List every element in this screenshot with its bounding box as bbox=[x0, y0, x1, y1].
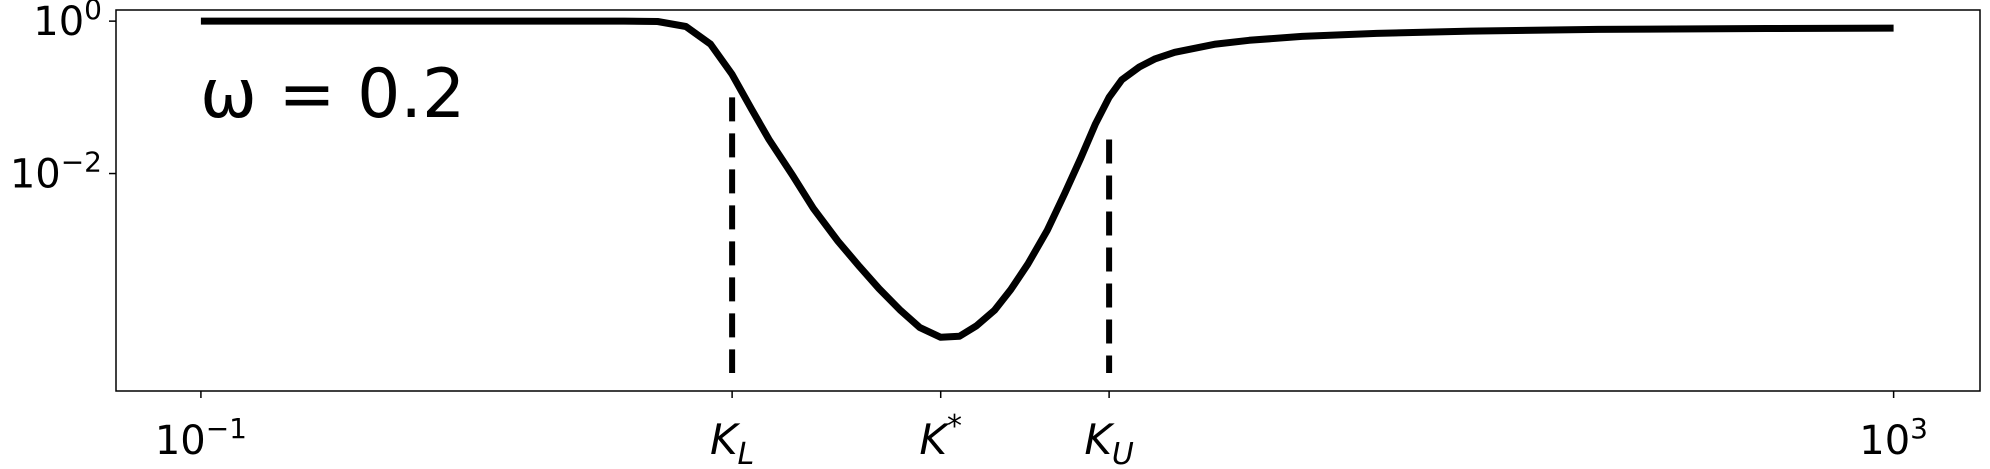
y-tick-label-0: 100 bbox=[33, 0, 102, 45]
x-tick-label-1: 103 bbox=[1859, 412, 1928, 464]
plot-frame bbox=[115, 9, 1981, 392]
x-named-tick-label-2: KU bbox=[1084, 415, 1134, 469]
y-tick-label-1: 10−2 bbox=[10, 146, 102, 198]
omega-annotation: ω = 0.2 bbox=[200, 55, 465, 134]
x-tick-label-0: 10−1 bbox=[155, 412, 247, 464]
x-named-tick-label-1: K* bbox=[919, 409, 962, 464]
axis-ticks: 10−1 103 KL K* KU 100 10−2 bbox=[10, 0, 1928, 469]
series-line-0 bbox=[200, 17, 1894, 341]
x-named-tick-label-0: KL bbox=[710, 415, 754, 469]
plot-content bbox=[200, 17, 1894, 373]
